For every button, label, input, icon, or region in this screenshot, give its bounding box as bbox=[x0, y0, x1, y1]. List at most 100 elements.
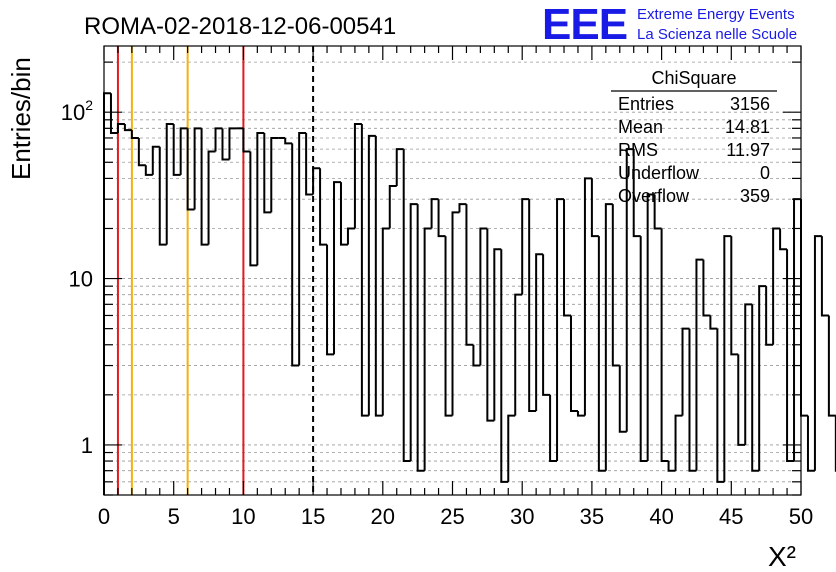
histogram-bin bbox=[583, 177, 592, 416]
histogram-bin bbox=[319, 168, 328, 246]
stats-row-label: Mean bbox=[618, 117, 663, 137]
x-tick-label: 35 bbox=[580, 504, 604, 529]
histogram-bin bbox=[207, 150, 216, 245]
histogram-bin bbox=[339, 182, 348, 246]
histogram-bin bbox=[674, 414, 683, 471]
histogram-bin bbox=[549, 394, 558, 463]
histogram-bin bbox=[388, 185, 397, 229]
x-tick-label: 25 bbox=[440, 504, 464, 529]
histogram-bin bbox=[827, 315, 836, 417]
axis-ticks bbox=[103, 46, 802, 496]
histogram-bin bbox=[737, 354, 746, 446]
histogram-bin bbox=[493, 248, 502, 421]
x-axis-label: X² bbox=[768, 541, 796, 572]
run-title: ROMA-02-2018-12-06-00541 bbox=[84, 13, 396, 40]
histogram-bin bbox=[542, 254, 551, 396]
x-tick-labels: 0 5 10 15 20 25 30 35 40 45 50 bbox=[98, 504, 813, 529]
histogram-bin bbox=[779, 228, 788, 251]
histogram-bin bbox=[346, 227, 355, 245]
stats-row-value: 3156 bbox=[730, 94, 770, 114]
histogram-bin bbox=[618, 365, 627, 433]
histogram-bin bbox=[221, 128, 230, 161]
histogram-bin bbox=[688, 328, 697, 472]
eee-logo-line1: Extreme Energy Events bbox=[637, 6, 795, 23]
histogram-bin bbox=[158, 146, 167, 246]
histogram-bin bbox=[256, 131, 265, 266]
histogram-bin bbox=[472, 344, 481, 367]
histogram-bin bbox=[639, 236, 648, 463]
histogram-bin bbox=[806, 415, 815, 472]
stats-row-value: 14.81 bbox=[725, 117, 770, 137]
histogram-bin bbox=[800, 199, 808, 417]
histogram-bin bbox=[528, 199, 537, 412]
histogram-bin bbox=[521, 198, 530, 295]
histogram-bin bbox=[716, 328, 725, 483]
histogram-bin bbox=[556, 198, 565, 462]
histogram-bin bbox=[312, 167, 321, 195]
histogram-bin bbox=[597, 236, 606, 472]
eee-logo: EEE Extreme Energy Events La Scienza nel… bbox=[542, 0, 797, 49]
x-tick-label: 50 bbox=[789, 504, 813, 529]
histogram-bin bbox=[646, 193, 655, 462]
histogram-bin bbox=[416, 204, 425, 472]
histogram-bin bbox=[409, 203, 418, 462]
histogram-bin bbox=[772, 227, 781, 345]
histogram-bin bbox=[535, 253, 544, 411]
stats-row-value: 11.97 bbox=[726, 140, 770, 160]
histogram-bin bbox=[367, 134, 376, 416]
histogram-bin bbox=[186, 128, 195, 211]
histogram-bin bbox=[681, 327, 690, 416]
x-tick-label: 15 bbox=[301, 504, 325, 529]
histogram-bin bbox=[353, 122, 362, 229]
stats-box: ChiSquare Entries 3156 Mean 14.81 RMS 11.97 Un… bbox=[611, 68, 777, 206]
histogram-bin bbox=[709, 315, 718, 330]
stats-row-label: Underflow bbox=[618, 163, 700, 183]
histogram-bin bbox=[165, 122, 174, 245]
histogram-bin bbox=[653, 194, 662, 230]
histogram-bin bbox=[228, 127, 237, 160]
stats-title: ChiSquare bbox=[651, 68, 736, 88]
x-tick-label: 5 bbox=[168, 504, 180, 529]
histogram-bin bbox=[451, 211, 460, 416]
histogram-bin bbox=[326, 244, 335, 356]
x-tick-label: 45 bbox=[719, 504, 743, 529]
histogram-bin bbox=[632, 149, 641, 238]
histogram-bin bbox=[744, 303, 753, 445]
histogram-bin bbox=[430, 198, 439, 229]
histogram-bin bbox=[200, 128, 209, 246]
histogram-bin bbox=[130, 130, 139, 139]
x-tick-label: 30 bbox=[510, 504, 534, 529]
histogram-bin bbox=[507, 414, 516, 482]
stats-row-value: 359 bbox=[740, 186, 770, 206]
histogram-bin bbox=[437, 199, 446, 238]
histogram-bin bbox=[151, 145, 160, 175]
histogram-bin bbox=[249, 151, 258, 267]
histogram-bin bbox=[381, 227, 390, 416]
histogram-bin bbox=[465, 204, 474, 346]
histogram-bin bbox=[625, 148, 634, 432]
y-axis-label: Entries/bin bbox=[6, 57, 36, 180]
x-tick-label: 10 bbox=[231, 504, 255, 529]
histogram-bin bbox=[374, 135, 383, 417]
stats-rows: Entries 3156 Mean 14.81 RMS 11.97 Underflow 0 Ov… bbox=[618, 94, 770, 206]
histogram-bin bbox=[395, 148, 404, 187]
histogram-bin bbox=[486, 228, 495, 422]
eee-logo-line2: La Scienza nelle Scuole bbox=[637, 26, 797, 43]
y-tick-label: 10 bbox=[69, 267, 93, 292]
histogram-bin bbox=[576, 410, 585, 417]
histogram-bin bbox=[137, 137, 146, 167]
histogram-bin bbox=[263, 132, 272, 214]
histogram-bin bbox=[270, 136, 279, 213]
histogram-bin bbox=[144, 165, 153, 176]
stats-row-label: Entries bbox=[618, 94, 674, 114]
histogram-bin bbox=[723, 235, 732, 482]
histogram-bin bbox=[242, 128, 251, 153]
histogram-bin bbox=[730, 236, 739, 356]
histogram-bin bbox=[563, 199, 571, 317]
histogram-bin bbox=[458, 203, 467, 213]
histogram-bin bbox=[123, 123, 132, 132]
histogram-bin bbox=[179, 127, 188, 175]
reference-lines bbox=[116, 46, 315, 495]
histogram-bin bbox=[291, 143, 300, 367]
histogram-bin bbox=[667, 461, 676, 472]
